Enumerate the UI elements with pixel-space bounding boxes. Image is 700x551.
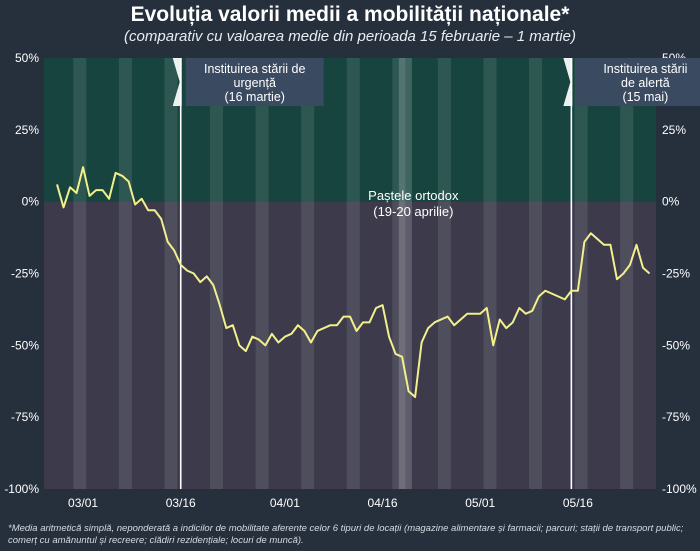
y-tick-label-left: -25%	[11, 267, 39, 281]
x-tick-label: 04/01	[270, 496, 300, 510]
mobility-series-line	[56, 166, 651, 399]
event-callout-text: (15 mai)	[622, 90, 668, 104]
weekend-band	[392, 58, 399, 489]
event-callout-text: de alertă	[621, 76, 670, 90]
y-tick-label-right: -50%	[662, 338, 690, 352]
negative-band	[44, 201, 656, 489]
weekend-band	[79, 58, 87, 489]
y-tick-label-right: -100%	[662, 482, 697, 496]
weekend-band	[346, 58, 354, 489]
y-tick-label-right: 0%	[662, 195, 680, 209]
weekend-band	[125, 58, 132, 489]
x-tick-label: 05/16	[563, 496, 593, 510]
weekend-band	[255, 58, 263, 489]
chart-subtitle: (comparativ cu valoarea medie din perioa…	[124, 28, 576, 45]
event-callout-text: (16 martie)	[225, 90, 285, 104]
y-tick-label-left: 50%	[15, 51, 39, 65]
weekend-band	[210, 58, 217, 489]
y-tick-label-left: 25%	[15, 123, 39, 137]
event-callout-box	[185, 58, 324, 106]
weekend-band	[529, 58, 536, 489]
y-tick-label-left: -50%	[11, 338, 39, 352]
y-tick-label-right: -75%	[662, 410, 690, 424]
chart-title: Evoluția valorii medii a mobilității naț…	[130, 3, 570, 26]
weekend-band	[164, 58, 171, 489]
y-tick-label-left: 0%	[22, 195, 40, 209]
weekend-band	[170, 58, 178, 489]
event-callout-box	[576, 58, 700, 106]
y-tick-label-right: 25%	[662, 123, 686, 137]
weekend-band	[301, 58, 308, 489]
weekend-band	[307, 58, 315, 489]
x-tick-label: 03/01	[68, 496, 98, 510]
y-tick-label-left: -100%	[4, 482, 39, 496]
weekend-band	[483, 58, 490, 489]
y-tick-label-right: -25%	[662, 267, 690, 281]
easter-highlight	[398, 58, 412, 489]
event-callout-pointer	[172, 58, 182, 106]
footnote: *Media aritmetică simplă, neponderată a …	[8, 523, 684, 546]
weekend-band	[216, 58, 224, 489]
event-callout-text: urgență	[234, 76, 276, 90]
weekend-band	[262, 58, 269, 489]
x-tick-label: 05/01	[465, 496, 495, 510]
positive-band	[44, 58, 656, 202]
weekend-band	[489, 58, 497, 489]
weekend-band	[353, 58, 360, 489]
x-tick-label: 04/16	[368, 496, 398, 510]
easter-annotation-text: Paștele ortodox	[368, 188, 459, 203]
weekend-band	[118, 58, 126, 489]
easter-annotation-text: (19-20 aprilie)	[373, 204, 453, 219]
weekend-band	[535, 58, 543, 489]
weekend-band	[437, 58, 445, 489]
weekend-band	[574, 58, 582, 489]
weekend-band	[73, 58, 80, 489]
x-tick-label: 03/16	[166, 496, 196, 510]
event-callout-pointer	[563, 58, 573, 106]
weekend-band	[444, 58, 451, 489]
y-tick-label-left: -75%	[11, 410, 39, 424]
weekend-band	[581, 58, 588, 489]
weekend-band	[626, 58, 634, 489]
event-callout-text: Instituirea stării de	[204, 62, 305, 76]
weekend-band	[398, 58, 406, 489]
event-callout-text: Instituirea stării	[603, 62, 687, 76]
